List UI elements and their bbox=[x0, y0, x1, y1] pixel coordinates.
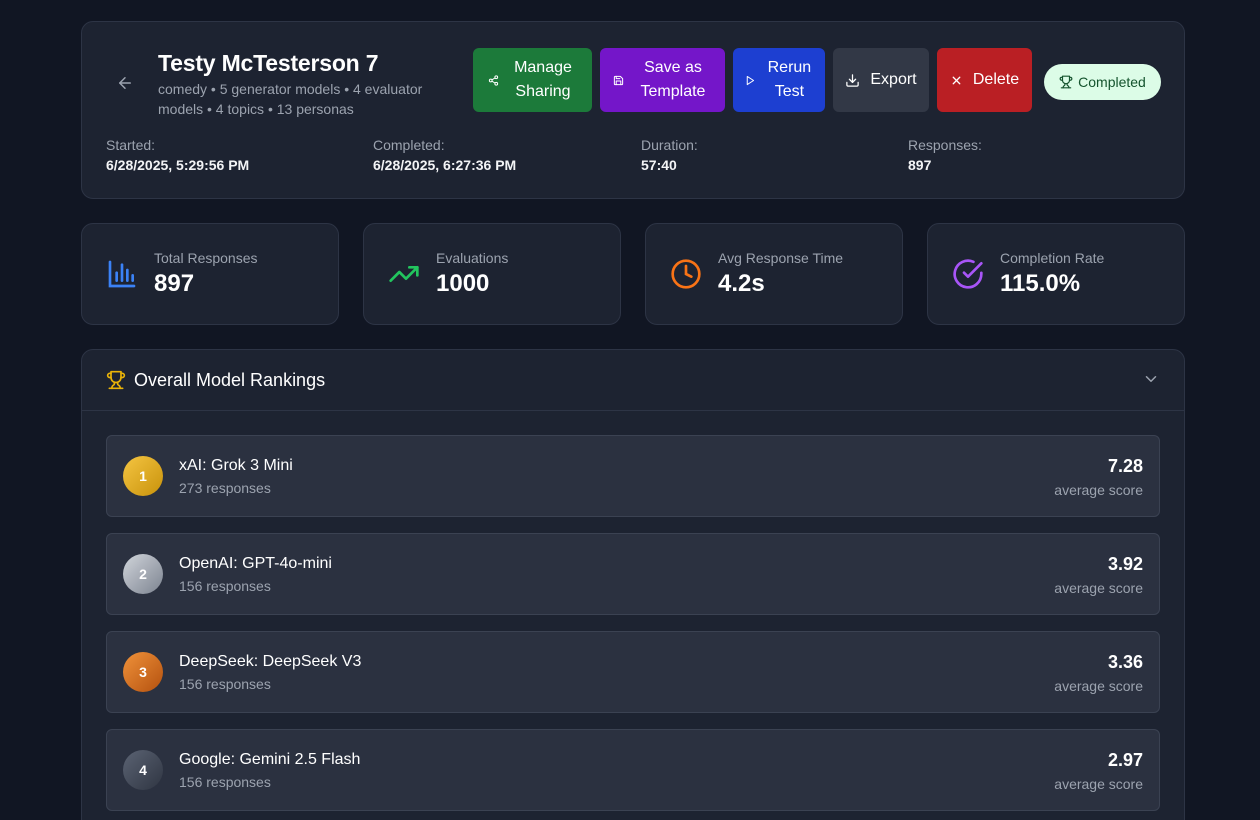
model-name: DeepSeek: DeepSeek V3 bbox=[179, 653, 362, 670]
export-label: Export bbox=[870, 71, 917, 88]
save-as-template-button[interactable]: Save as Template bbox=[600, 48, 725, 112]
stat-card-evaluations: Evaluations 1000 bbox=[363, 223, 621, 325]
average-score-label: average score bbox=[1054, 580, 1143, 596]
rank-medal: 2 bbox=[123, 554, 163, 594]
stat-card-total-responses: Total Responses 897 bbox=[81, 223, 339, 325]
meta-label: Started: bbox=[106, 137, 156, 153]
trending-up-icon bbox=[389, 266, 419, 282]
manage-sharing-button[interactable]: Manage Sharing bbox=[473, 48, 592, 112]
stat-value: 897 bbox=[154, 270, 195, 297]
stat-label: Evaluations bbox=[436, 250, 509, 266]
model-response-count: 156 responses bbox=[179, 774, 271, 790]
export-button[interactable]: Export bbox=[833, 48, 929, 112]
test-header-card: Testy McTesterson 7 comedy • 5 generator… bbox=[81, 21, 1185, 199]
average-score-label: average score bbox=[1054, 482, 1143, 498]
meta-completed: Completed: 6/28/2025, 6:27:36 PM bbox=[373, 136, 516, 174]
close-icon bbox=[952, 76, 961, 84]
meta-value: 6/28/2025, 6:27:36 PM bbox=[373, 157, 517, 173]
delete-button[interactable]: Delete bbox=[937, 48, 1032, 112]
meta-label: Completed: bbox=[373, 137, 445, 153]
rankings-title: Overall Model Rankings bbox=[134, 370, 326, 390]
action-toolbar: Manage Sharing Save as Template Rerun Te… bbox=[473, 48, 1032, 112]
average-score: 2.97 bbox=[1107, 750, 1143, 770]
meta-label: Responses: bbox=[908, 137, 982, 153]
meta-label: Duration: bbox=[641, 137, 698, 153]
save-as-template-label: Save as Template bbox=[640, 59, 706, 100]
ranking-row[interactable]: 2 OpenAI: GPT-4o-mini 156 responses 3.92… bbox=[106, 533, 1160, 615]
bar-chart-icon bbox=[108, 260, 136, 288]
chevron-down-icon[interactable] bbox=[1142, 370, 1160, 388]
meta-value: 897 bbox=[908, 157, 932, 173]
rankings-list: 1 xAI: Grok 3 Mini 273 responses 7.28 av… bbox=[106, 435, 1160, 820]
model-name: OpenAI: GPT-4o-mini bbox=[179, 555, 332, 572]
average-score-label: average score bbox=[1054, 776, 1143, 792]
rank-medal: 4 bbox=[123, 750, 163, 790]
arrow-left-icon bbox=[119, 77, 131, 89]
rank-medal: 3 bbox=[123, 652, 163, 692]
model-response-count: 156 responses bbox=[179, 676, 271, 692]
stat-label: Total Responses bbox=[154, 250, 258, 266]
page-title: Testy McTesterson 7 bbox=[158, 50, 379, 76]
average-score: 3.92 bbox=[1107, 554, 1143, 574]
test-subtitle: comedy • 5 generator models • 4 evaluato… bbox=[158, 81, 423, 117]
model-response-count: 156 responses bbox=[179, 578, 271, 594]
rerun-test-label: Rerun Test bbox=[767, 59, 812, 100]
average-score: 7.28 bbox=[1107, 456, 1143, 476]
stat-card-completion-rate: Completion Rate 115.0% bbox=[927, 223, 1185, 325]
meta-value: 6/28/2025, 5:29:56 PM bbox=[106, 157, 250, 173]
stat-label: Avg Response Time bbox=[718, 250, 844, 266]
save-icon bbox=[613, 75, 624, 85]
status-badge-label: Completed bbox=[1078, 74, 1146, 90]
share-icon bbox=[488, 74, 499, 86]
meta-value: 57:40 bbox=[641, 157, 677, 173]
check-circle-icon bbox=[953, 259, 983, 289]
clock-icon bbox=[671, 259, 701, 289]
stat-value: 115.0% bbox=[1000, 270, 1081, 297]
ranking-row[interactable]: 1 xAI: Grok 3 Mini 273 responses 7.28 av… bbox=[106, 435, 1160, 517]
model-rankings-card: Overall Model Rankings 1 xAI: Grok 3 Min… bbox=[81, 349, 1185, 820]
meta-duration: Duration: 57:40 bbox=[641, 136, 698, 174]
average-score-label: average score bbox=[1054, 678, 1143, 694]
trophy-icon bbox=[106, 370, 126, 390]
stat-card-avg-response-time: Avg Response Time 4.2s bbox=[645, 223, 903, 325]
stat-label: Completion Rate bbox=[1000, 250, 1105, 266]
status-badge: Completed bbox=[1044, 64, 1161, 100]
meta-responses: Responses: 897 bbox=[908, 136, 982, 174]
model-name: Google: Gemini 2.5 Flash bbox=[179, 751, 361, 768]
back-button[interactable] bbox=[112, 70, 138, 96]
rerun-test-button[interactable]: Rerun Test bbox=[733, 48, 825, 112]
rank-medal: 1 bbox=[123, 456, 163, 496]
model-name: xAI: Grok 3 Mini bbox=[179, 457, 293, 474]
manage-sharing-label: Manage Sharing bbox=[514, 59, 572, 100]
ranking-row[interactable]: 3 DeepSeek: DeepSeek V3 156 responses 3.… bbox=[106, 631, 1160, 713]
model-response-count: 273 responses bbox=[179, 480, 271, 496]
delete-label: Delete bbox=[972, 71, 1020, 88]
download-icon bbox=[846, 73, 860, 87]
ranking-row[interactable]: 4 Google: Gemini 2.5 Flash 156 responses… bbox=[106, 729, 1160, 811]
play-icon bbox=[746, 75, 755, 85]
trophy-icon bbox=[1059, 75, 1073, 89]
average-score: 3.36 bbox=[1107, 652, 1143, 672]
meta-started: Started: 6/28/2025, 5:29:56 PM bbox=[106, 136, 249, 174]
stat-value: 4.2s bbox=[718, 270, 765, 297]
rankings-header[interactable]: Overall Model Rankings bbox=[82, 350, 1184, 411]
stat-value: 1000 bbox=[436, 270, 490, 297]
